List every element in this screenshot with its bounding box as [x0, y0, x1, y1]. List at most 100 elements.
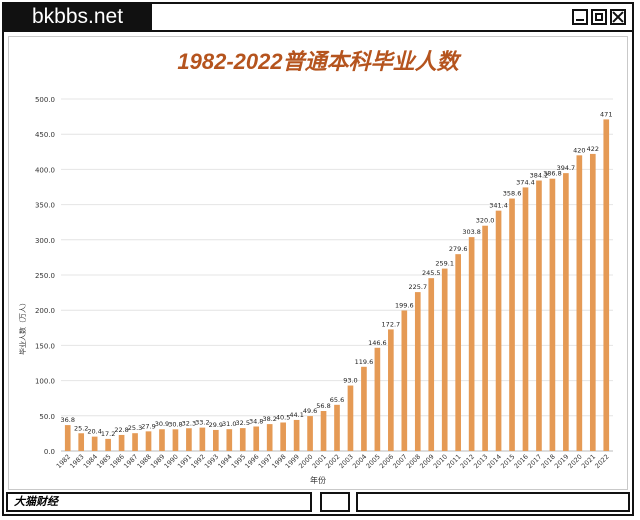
x-tick-label-2002: 2002: [324, 453, 341, 470]
bar-2019: [563, 173, 569, 451]
data-label-2016: 374.4: [516, 178, 535, 186]
bar-2000: [307, 416, 313, 451]
data-label-2019: 394.7: [557, 164, 576, 172]
bar-2010: [441, 268, 448, 451]
y-axis-label: 毕业人数（万人）: [18, 299, 27, 355]
title-bar: bkbbs.net: [2, 2, 632, 32]
bar-1998: [280, 422, 286, 451]
x-tick-label-2014: 2014: [486, 453, 503, 470]
data-label-2012: 303.8: [462, 228, 481, 236]
x-tick-label-1983: 1983: [68, 453, 85, 470]
x-tick-labels: 1982198319841985198619871988198919901991…: [55, 453, 611, 470]
chart-title: 1982-2022普通本科毕业人数: [177, 49, 461, 74]
bar-2013: [482, 225, 488, 451]
data-label-1989: 30.9: [155, 420, 169, 428]
bar-1992: [199, 427, 206, 451]
data-label-1985: 17.2: [101, 430, 115, 438]
data-label-1998: 40.5: [276, 413, 290, 421]
data-label-2021: 422: [587, 145, 599, 153]
chart-panel: 1982-2022普通本科毕业人数 36.8 25.2 20.4 17.2 22.8 25…: [8, 36, 628, 490]
x-tick-label-2001: 2001: [311, 453, 328, 470]
y-tick-label: 300.0: [35, 237, 55, 245]
y-tick-label: 450.0: [35, 131, 55, 139]
x-tick-label-2015: 2015: [499, 453, 516, 470]
y-tick-label: 50.0: [39, 413, 55, 421]
data-label-2008: 225.7: [408, 283, 427, 291]
x-tick-label-2004: 2004: [351, 453, 368, 470]
data-labels: 36.825.220.417.222.825.327.930.930.832.3…: [60, 110, 612, 437]
x-tick-label-1986: 1986: [109, 453, 126, 470]
data-label-1997: 38.2: [262, 415, 276, 423]
minimize-button[interactable]: [572, 9, 588, 25]
x-tick-label-1988: 1988: [136, 453, 153, 470]
site-brand: bkbbs.net: [2, 2, 152, 32]
data-label-2005: 146.6: [368, 339, 387, 347]
data-label-2010: 259.1: [435, 260, 454, 268]
bars: [64, 119, 610, 452]
x-tick-label-2006: 2006: [378, 453, 395, 470]
window-controls: [572, 9, 626, 25]
data-label-1995: 32.5: [236, 419, 250, 427]
bar-2001: [320, 411, 327, 451]
bar-2015: [509, 198, 515, 451]
bar-2018: [549, 178, 556, 451]
bar-2020: [576, 155, 583, 451]
x-tick-label-2008: 2008: [405, 453, 422, 470]
bar-2012: [468, 237, 475, 451]
bar-2009: [428, 278, 435, 451]
bar-1991: [186, 428, 192, 451]
data-label-2022: 471: [600, 110, 612, 118]
bar-1989: [159, 429, 165, 451]
close-button[interactable]: [610, 9, 626, 25]
y-tick-labels: 0.0 50.0 100.0 150.0 200.0 250.0 300.0 350.0 400…: [35, 96, 55, 456]
data-label-2002: 65.6: [330, 396, 344, 404]
data-label-1990: 30.8: [168, 420, 182, 428]
x-tick-label-1987: 1987: [122, 453, 139, 470]
data-label-2006: 172.7: [382, 320, 401, 328]
bar-2005: [374, 347, 381, 451]
status-field: [356, 492, 630, 512]
x-tick-label-1984: 1984: [82, 453, 99, 470]
x-tick-label-2012: 2012: [459, 453, 476, 470]
status-box: [320, 492, 350, 512]
x-tick-label-1999: 1999: [284, 453, 301, 470]
y-tick-label: 100.0: [35, 378, 55, 386]
bar-1982: [64, 425, 71, 451]
data-label-2020: 420: [573, 146, 585, 154]
data-label-1986: 22.8: [114, 426, 128, 434]
data-label-2003: 93.0: [343, 377, 357, 385]
x-tick-label-2009: 2009: [418, 453, 435, 470]
x-tick-label-2020: 2020: [566, 453, 583, 470]
bar-1986: [118, 434, 125, 451]
bar-1997: [266, 424, 273, 451]
source-label: 大猫财经: [6, 492, 312, 512]
data-label-2015: 358.6: [503, 190, 522, 198]
data-label-2013: 320.0: [476, 217, 495, 225]
data-label-2004: 119.6: [355, 358, 374, 366]
y-tick-label: 350.0: [35, 202, 55, 210]
data-label-1988: 27.9: [141, 422, 155, 430]
maximize-button[interactable]: [591, 9, 607, 25]
data-label-1994: 31.0: [222, 420, 236, 428]
x-tick-label-2022: 2022: [593, 453, 610, 470]
x-tick-label-1992: 1992: [189, 453, 206, 470]
bar-1985: [105, 438, 111, 451]
data-label-2017: 384.2: [530, 172, 549, 180]
x-tick-label-1996: 1996: [243, 453, 260, 470]
data-label-1987: 25.3: [128, 424, 142, 432]
x-tick-label-2010: 2010: [432, 453, 449, 470]
bar-2011: [455, 254, 461, 451]
window-frame: bkbbs.net 1982-2022普通本科毕业人数 36.8 25.2 20.4…: [2, 2, 634, 516]
bar-2004: [361, 366, 367, 451]
bar-1993: [213, 429, 219, 451]
bar-2022: [603, 119, 610, 451]
y-tick-label: 200.0: [35, 307, 55, 315]
x-axis-label: 年份: [310, 475, 326, 485]
x-tick-label-1982: 1982: [55, 453, 72, 470]
y-tick-label: 150.0: [35, 342, 55, 350]
y-tick-label: 250.0: [35, 272, 55, 280]
x-tick-label-2003: 2003: [338, 453, 355, 470]
x-tick-label-1998: 1998: [270, 453, 287, 470]
data-label-1993: 29.9: [209, 421, 223, 429]
x-tick-label-2018: 2018: [539, 453, 556, 470]
